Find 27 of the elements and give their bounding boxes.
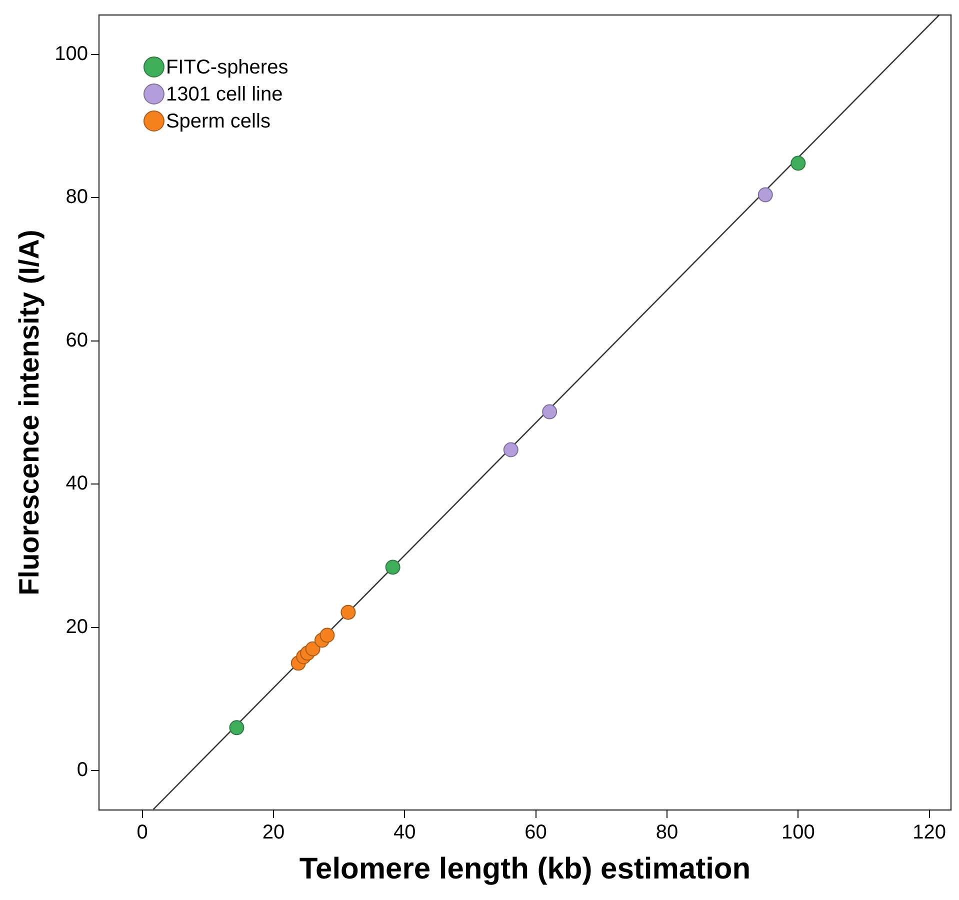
legend-label: 1301 cell line — [166, 84, 283, 106]
point — [758, 187, 773, 202]
y-tick-label: 0 — [76, 759, 88, 782]
y-tick-label: 60 — [66, 329, 88, 352]
point — [385, 560, 400, 575]
point — [503, 442, 518, 458]
x-axis-title: Telomere length (kb) estimation — [299, 852, 751, 886]
legend-label: FITC-spheres — [166, 56, 288, 79]
x-tick-label: 20 — [262, 822, 285, 844]
point — [790, 156, 806, 171]
y-tick-label: 20 — [66, 616, 88, 638]
y-tick-label: 80 — [66, 186, 88, 208]
legend-label: Sperm cells — [166, 110, 270, 133]
y-tick-label: 100 — [54, 42, 88, 65]
point — [305, 641, 320, 656]
point — [340, 604, 356, 620]
x-tick-label: 80 — [656, 822, 678, 844]
point — [320, 628, 335, 643]
point — [542, 404, 558, 420]
x-tick-label: 60 — [524, 822, 547, 844]
x-tick-label: 100 — [781, 822, 815, 844]
x-tick-label: 0 — [136, 822, 148, 844]
x-tick-label: 40 — [394, 822, 416, 844]
x-tick-label: 120 — [912, 822, 946, 844]
point — [229, 720, 244, 736]
y-axis-title: Fluorescence intensity (I/A) — [14, 230, 45, 596]
y-tick-label: 40 — [66, 472, 88, 495]
